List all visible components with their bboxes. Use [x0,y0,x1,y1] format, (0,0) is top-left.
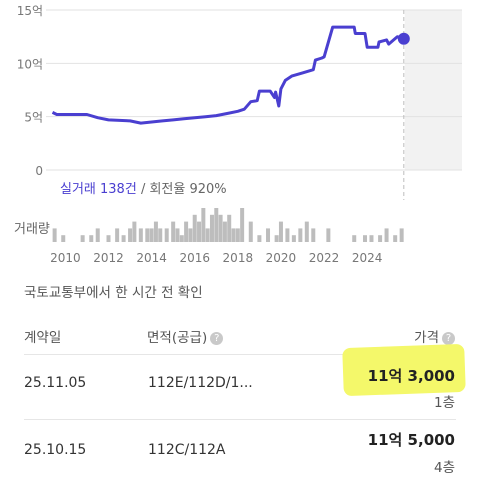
x-tick-label: 2012 [93,251,124,265]
row-floor: 1층 [433,395,455,411]
volume-bar [175,228,180,242]
volume-bar [184,221,189,242]
price-chart: 15억 10억 5억 0 [17,4,462,242]
volume-bar [248,221,253,242]
volume-bar [145,228,150,242]
volume-bar [149,228,154,242]
volume-bar [285,228,290,242]
row-divider [24,419,456,420]
volume-bar [192,214,197,242]
volume-bar [399,228,404,242]
row-area: 112C/112A [148,442,226,458]
volume-bar [311,228,316,242]
volume-bar [363,235,368,242]
row-divider [24,354,456,355]
future-period-shade [404,10,462,170]
volume-axis-label: 거래량 [14,222,50,237]
x-tick-label: 2024 [351,251,383,265]
volume-bar [61,235,66,242]
volume-bar [214,208,219,242]
row-contract-date: 25.10.15 [24,442,87,458]
x-tick-label: 2010 [50,251,81,265]
volume-bar [393,235,398,242]
volume-bar [378,235,383,242]
volume-bar [369,235,374,242]
turnover-rate: 회전율 920% [149,182,227,197]
row-price: 11억 5,000 [367,431,455,449]
x-tick-label: 2014 [136,251,167,265]
volume-bar [89,235,94,242]
y-tick-label: 15억 [17,4,43,18]
column-header-area-label: 면적(공급) [147,330,208,346]
x-tick-label: 2022 [308,251,340,265]
volume-bar [298,228,303,242]
volume-bar [222,221,227,242]
volume-bar [291,235,296,242]
column-header-price: 가격? [414,326,455,346]
row-price: 11억 3,000 [367,367,455,385]
volume-bar [227,214,232,242]
stats-separator: / [140,182,150,197]
y-tick-label: 10억 [17,57,43,71]
volume-bar [384,228,389,242]
question-circle-icon[interactable]: ? [210,332,224,345]
row-floor: 4층 [433,460,455,476]
column-header-date: 계약일 [24,330,62,346]
volume-bar [304,221,309,242]
volume-bar [231,228,236,242]
volume-bar [171,221,176,242]
volume-bar [95,228,100,242]
row-contract-date: 25.11.05 [24,375,87,391]
y-tick-label: 0 [35,164,43,178]
x-tick-label: 2020 [265,251,297,265]
volume-bar [352,235,357,242]
volume-bar [197,221,202,242]
volume-bar [121,235,126,242]
trade-stats: 실거래 138건 / 회전율 920% [60,178,227,197]
volume-bar [158,228,163,242]
data-source-note: 국토교통부에서 한 시간 전 확인 [24,285,203,301]
volume-bar [153,221,158,242]
volume-bar [179,235,184,242]
question-circle-icon[interactable]: ? [442,332,455,345]
latest-price-point [397,32,410,45]
y-tick-label: 5억 [24,111,43,125]
volume-bar [209,214,214,242]
volume-bar [235,228,240,242]
price-line [51,25,405,125]
column-header-area: 면적(공급)? [147,326,224,346]
trade-count: 실거래 138건 [60,182,137,197]
volume-bar [128,228,133,242]
volume-bar [138,228,143,242]
volume-bar [240,208,245,242]
volume-bar [257,235,262,242]
x-tick-label: 2016 [179,251,210,265]
column-header-price-label: 가격 [414,330,439,346]
x-tick-label: 2018 [222,251,254,265]
volume-bar [278,221,283,242]
volume-bar [115,228,120,242]
volume-bar [188,228,193,242]
volume-bar [218,214,223,242]
volume-bar [164,228,169,242]
row-area: 112E/112D/1... [148,375,253,391]
volume-bar [266,228,271,242]
volume-bar [205,228,210,242]
volume-bar [52,228,57,242]
volume-bar [326,228,331,242]
volume-bar [132,221,137,242]
volume-bar [106,235,111,242]
volume-bar [274,235,279,242]
volume-bar [80,235,85,242]
volume-bar [201,208,206,242]
